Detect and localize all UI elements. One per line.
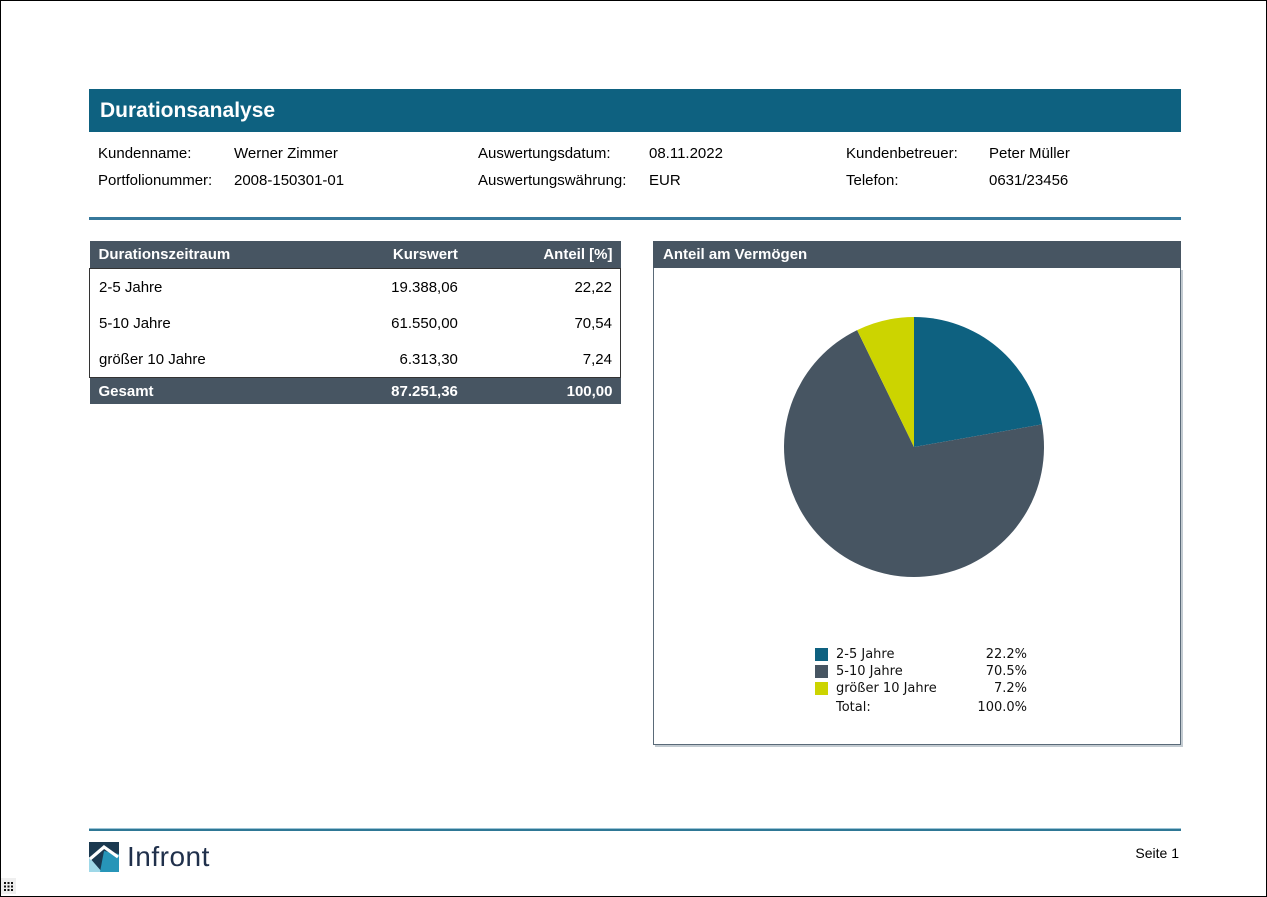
total-anteil: 100,00 [457, 377, 621, 404]
info-label-betreuer: Kundenbetreuer: [846, 145, 958, 162]
legend-value: 22.2% [985, 646, 1027, 662]
total-label: Gesamt [89, 377, 310, 404]
legend-label: 2-5 Jahre [836, 646, 895, 662]
info-value-datum: 08.11.2022 [649, 145, 723, 162]
table-total-row: Gesamt 87.251,36 100,00 [89, 377, 621, 404]
cell-label: 5-10 Jahre [89, 305, 310, 341]
cell-anteil: 70,54 [457, 305, 621, 341]
table-header-row: Durationszeitraum Kurswert Anteil [%] [89, 241, 621, 269]
legend-value: 70.5% [985, 663, 1027, 679]
info-label-portfolio: Portfolionummer: [98, 172, 213, 189]
legend-value: 7.2% [993, 680, 1027, 696]
legend-swatch-icon [815, 664, 828, 678]
report-title-bar: Durationsanalyse [89, 89, 1181, 132]
page-number: Seite 1 [1135, 845, 1179, 861]
info-value-kundenname: Werner Zimmer [234, 145, 338, 162]
legend-label: Total: [836, 699, 871, 715]
info-value-portfolio: 2008-150301-01 [234, 172, 345, 189]
info-label-waehrung: Auswertungswährung: [478, 172, 627, 189]
duration-table: Durationszeitraum Kurswert Anteil [%] 2-… [89, 241, 621, 404]
col-header-anteil: Anteil [%] [457, 241, 621, 269]
legend-value: 100.0% [977, 699, 1027, 715]
info-value-waehrung: EUR [649, 172, 681, 189]
info-label-telefon: Telefon: [846, 172, 899, 189]
report-title: Durationsanalyse [100, 99, 276, 122]
pie-chart [784, 317, 1045, 577]
legend-item: größer 10 Jahre 7.2% [815, 680, 1027, 696]
legend-spacer [815, 701, 828, 714]
cell-anteil: 7,24 [457, 341, 621, 378]
pie-slice [784, 330, 1045, 577]
legend-total-row: Total: 100.0% [815, 699, 1027, 715]
info-value-betreuer: Peter Müller [989, 145, 1070, 162]
info-label-kundenname: Kundenname: [98, 145, 192, 162]
pie-slice [857, 317, 914, 447]
legend-swatch-icon [815, 681, 828, 695]
drag-handle-icon [1, 878, 16, 894]
cell-label: 2-5 Jahre [89, 268, 310, 305]
legend-label: 5-10 Jahre [836, 663, 903, 679]
footer-divider [89, 828, 1181, 831]
cell-anteil: 22,22 [457, 268, 621, 305]
top-divider [89, 217, 1181, 220]
table-row: 2-5 Jahre 19.388,06 22,22 [89, 268, 621, 305]
cell-value: 19.388,06 [309, 268, 458, 305]
table-row: 5-10 Jahre 61.550,00 70,54 [89, 305, 621, 341]
total-value: 87.251,36 [309, 377, 458, 404]
info-value-telefon: 0631/23456 [989, 172, 1069, 189]
chart-panel: Anteil am Vermögen 2-5 Jahre 22.2% 5-10 Ja… [653, 241, 1181, 745]
customer-info: Kundenname: Werner Zimmer Auswertungsdat… [89, 140, 1181, 194]
legend-label: größer 10 Jahre [836, 680, 937, 696]
infront-logo-icon [89, 842, 119, 872]
table-row: größer 10 Jahre 6.313,30 7,24 [89, 341, 621, 378]
info-label-datum: Auswertungsdatum: [478, 145, 611, 162]
chart-panel-header: Anteil am Vermögen [653, 241, 1181, 268]
cell-value: 6.313,30 [309, 341, 458, 378]
brand-logo: Infront [89, 841, 210, 873]
pie-slice [914, 317, 1043, 447]
legend-swatch-icon [815, 647, 828, 661]
legend-item: 2-5 Jahre 22.2% [815, 646, 1027, 662]
chart-panel-body: 2-5 Jahre 22.2% 5-10 Jahre 70.5% größer 10 J… [653, 268, 1181, 745]
col-header-durationszeitraum: Durationszeitraum [89, 241, 310, 269]
cell-label: größer 10 Jahre [89, 341, 310, 378]
brand-name: Infront [127, 841, 210, 872]
pie-legend: 2-5 Jahre 22.2% 5-10 Jahre 70.5% größer 10 J… [815, 646, 1027, 716]
legend-item: 5-10 Jahre 70.5% [815, 663, 1027, 679]
chart-panel-title: Anteil am Vermögen [663, 246, 808, 263]
col-header-kurswert: Kurswert [309, 241, 458, 269]
cell-value: 61.550,00 [309, 305, 458, 341]
